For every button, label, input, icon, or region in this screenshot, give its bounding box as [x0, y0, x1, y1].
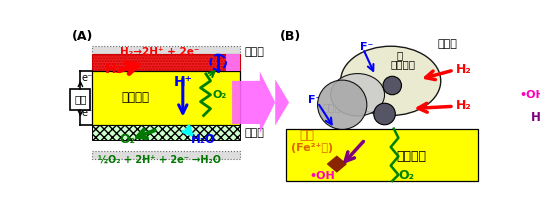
- Polygon shape: [275, 79, 289, 126]
- Text: O₂: O₂: [399, 169, 414, 182]
- Ellipse shape: [330, 74, 384, 116]
- Text: H₂: H₂: [455, 99, 471, 112]
- Text: ½O₂ + 2H⁺ + 2e⁻ →H₂O: ½O₂ + 2H⁺ + 2e⁻ →H₂O: [98, 154, 221, 165]
- Text: (A): (A): [72, 30, 93, 43]
- Text: H⁺: H⁺: [173, 75, 192, 89]
- Ellipse shape: [341, 46, 441, 116]
- Text: H₂: H₂: [455, 63, 471, 76]
- Bar: [226, 54, 240, 71]
- Text: 铂: 铂: [396, 50, 402, 60]
- Bar: [92, 125, 240, 140]
- Text: 电解质膜: 电解质膜: [121, 91, 149, 104]
- Circle shape: [318, 80, 367, 129]
- Text: F⁻: F⁻: [308, 95, 321, 105]
- Circle shape: [383, 76, 402, 95]
- Text: H₂→2H⁺ + 2e⁻: H₂→2H⁺ + 2e⁻: [120, 47, 199, 57]
- Text: 氢电极: 氢电极: [438, 39, 458, 49]
- Bar: [92, 54, 240, 71]
- Text: F⁻: F⁻: [360, 42, 373, 52]
- Bar: [92, 151, 240, 159]
- Text: H₂O₂: H₂O₂: [531, 111, 540, 124]
- Text: 空气极: 空气极: [245, 128, 264, 138]
- Text: e⁻: e⁻: [82, 73, 93, 83]
- Bar: [286, 129, 478, 181]
- Text: H₂O: H₂O: [191, 133, 215, 146]
- Text: 电解质膜: 电解质膜: [396, 150, 427, 163]
- Text: •OH: •OH: [519, 90, 540, 100]
- Text: 杂质: 杂质: [300, 129, 315, 142]
- Bar: [92, 54, 240, 71]
- Text: 碳载体: 碳载体: [323, 102, 342, 112]
- Text: (B): (B): [280, 30, 301, 43]
- Bar: [92, 46, 240, 54]
- Text: 氢电极: 氢电极: [245, 47, 264, 57]
- Polygon shape: [328, 156, 346, 172]
- Text: O₂: O₂: [119, 133, 135, 146]
- Bar: [92, 71, 240, 125]
- Text: 负荷: 负荷: [74, 94, 86, 104]
- Text: 纳米颗粒: 纳米颗粒: [391, 59, 416, 69]
- Text: •OH: •OH: [309, 171, 335, 181]
- Bar: [70, 89, 90, 110]
- Polygon shape: [232, 72, 275, 133]
- Circle shape: [374, 103, 395, 125]
- Text: e⁻: e⁻: [82, 108, 93, 118]
- Text: H₂: H₂: [104, 62, 122, 76]
- Text: O₂: O₂: [212, 90, 226, 100]
- Text: (Fe²⁺等): (Fe²⁺等): [291, 143, 333, 153]
